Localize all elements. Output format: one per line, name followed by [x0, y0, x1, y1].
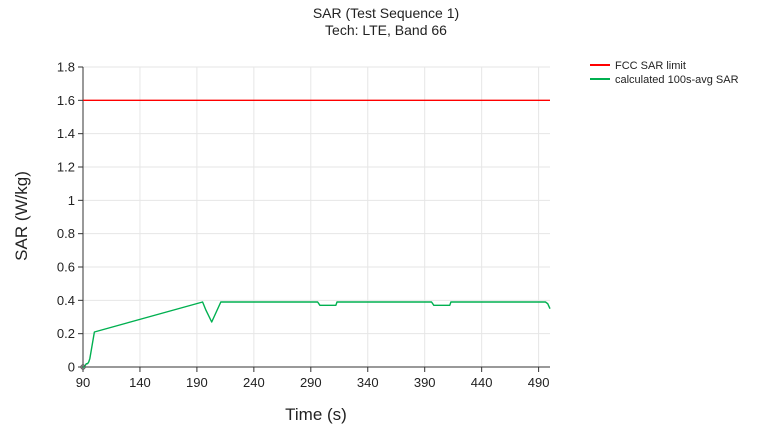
series-start-marker [80, 364, 86, 370]
x-tick-label: 90 [76, 375, 90, 390]
x-tick-label: 290 [300, 375, 322, 390]
x-tick-label: 190 [186, 375, 208, 390]
x-tick-label: 140 [129, 375, 151, 390]
x-tick-label: 440 [471, 375, 493, 390]
series-line-calculated-avg-sar [83, 301, 551, 368]
chart-subtitle: Tech: LTE, Band 66 [325, 22, 447, 38]
axes: 0 0.2 0.4 0.6 0.8 1 1.2 1.4 1.6 1.8 90 140 190 240 290… [57, 60, 550, 390]
y-tick-label: 0.4 [57, 293, 75, 308]
y-tick-label: 1 [68, 193, 75, 208]
y-tick-label: 1.4 [57, 126, 75, 141]
y-tick-label: 0.8 [57, 226, 75, 241]
x-axis-label: Time (s) [285, 405, 347, 424]
x-tick-label: 390 [414, 375, 436, 390]
y-axis-label: SAR (W/kg) [12, 171, 31, 261]
y-tick-label: 0 [68, 360, 75, 375]
legend-label: FCC SAR limit [615, 60, 686, 72]
chart-title: SAR (Test Sequence 1) [313, 5, 459, 21]
x-tick-label: 340 [357, 375, 379, 390]
y-tick-label: 1.8 [57, 60, 75, 75]
legend: FCC SAR limit calculated 100s-avg SAR [590, 60, 739, 86]
y-tick-label: 0.6 [57, 260, 75, 275]
y-tick-label: 1.2 [57, 160, 75, 175]
legend-label: calculated 100s-avg SAR [615, 74, 739, 86]
plot-area [80, 99, 551, 370]
y-tick-label: 0.2 [57, 326, 75, 341]
grid [82, 66, 550, 368]
x-tick-label: 490 [528, 375, 550, 390]
y-tick-label: 1.6 [57, 93, 75, 108]
x-tick-label: 240 [243, 375, 265, 390]
